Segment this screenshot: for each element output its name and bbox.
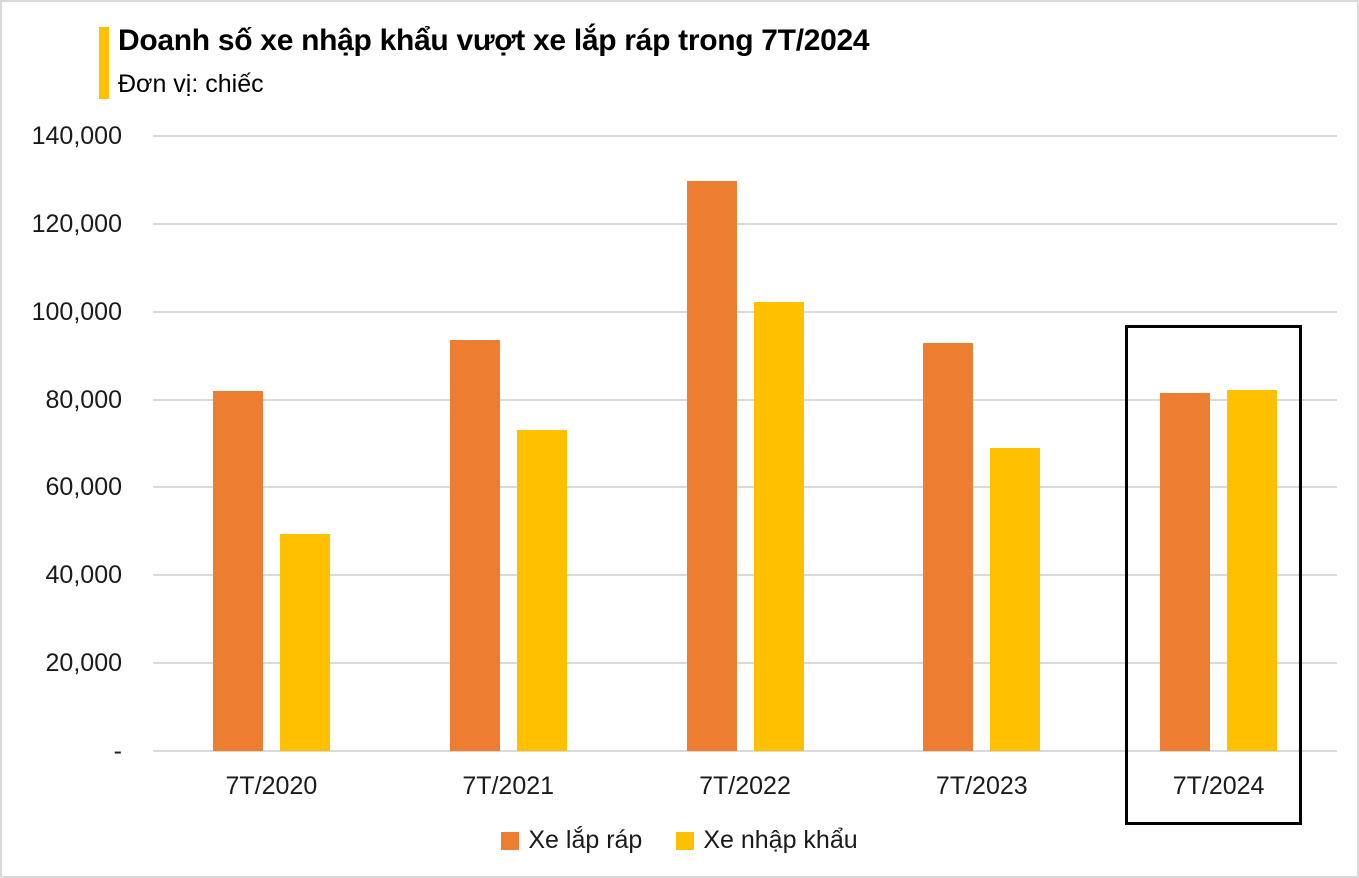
y-axis-tick-label: 20,000 (45, 649, 122, 678)
x-axis-category-label: 7T/2021 (462, 772, 555, 800)
gridline (153, 398, 1337, 401)
bar-xe-nhap-khau (279, 533, 330, 751)
title-accent-bar (99, 27, 109, 99)
y-axis-tick-label: 80,000 (45, 385, 122, 414)
legend-label: Xe nhập khẩu (703, 826, 858, 854)
bar-xe-nhap-khau (990, 448, 1041, 751)
gridline (153, 750, 1337, 752)
y-axis-tick-label: 140,000 (31, 122, 122, 150)
bar-xe-nhap-khau (1227, 389, 1278, 751)
y-axis-tick-label: 100,000 (31, 297, 122, 326)
bar-xe-nhap-khau (753, 302, 804, 751)
legend-swatch-xe-lap-rap (501, 831, 520, 850)
chart-unit-label: Đơn vị: chiếc (118, 70, 264, 98)
gridline (153, 222, 1337, 225)
y-axis-tick-label: 40,000 (45, 561, 122, 590)
plot-area (153, 135, 1337, 752)
gridline (153, 662, 1337, 665)
legend-label: Xe lắp ráp (528, 826, 643, 854)
y-axis-tick-label: - (113, 737, 122, 765)
bar-xe-nhap-khau (516, 430, 567, 751)
bar-xe-lap-rap (686, 180, 737, 751)
x-axis-category-label: 7T/2024 (1172, 772, 1265, 800)
bar-xe-lap-rap (1160, 393, 1211, 751)
gridline (153, 135, 1337, 137)
gridline (153, 574, 1337, 577)
gridline (153, 310, 1337, 313)
y-axis-tick-label: 60,000 (45, 473, 122, 502)
bar-xe-lap-rap (923, 342, 974, 751)
x-axis-category-label: 7T/2022 (699, 772, 791, 800)
x-axis-category-label: 7T/2023 (935, 772, 1028, 800)
x-axis-category-label: 7T/2020 (225, 772, 318, 800)
bar-xe-lap-rap (449, 340, 500, 751)
legend-item: Xe lắp ráp (501, 826, 642, 855)
bar-xe-lap-rap (212, 390, 263, 751)
y-axis-tick-label: 120,000 (31, 209, 122, 238)
gridline (153, 486, 1337, 489)
chart-title: Doanh số xe nhập khẩu vượt xe lắp ráp tr… (118, 24, 870, 57)
legend-swatch-xe-nhap-khau (676, 831, 695, 850)
highlight-box-7t2024 (1125, 325, 1302, 825)
chart-legend: Xe lắp ráp Xe nhập khẩu (2, 826, 1357, 855)
legend-item: Xe nhập khẩu (676, 826, 858, 855)
